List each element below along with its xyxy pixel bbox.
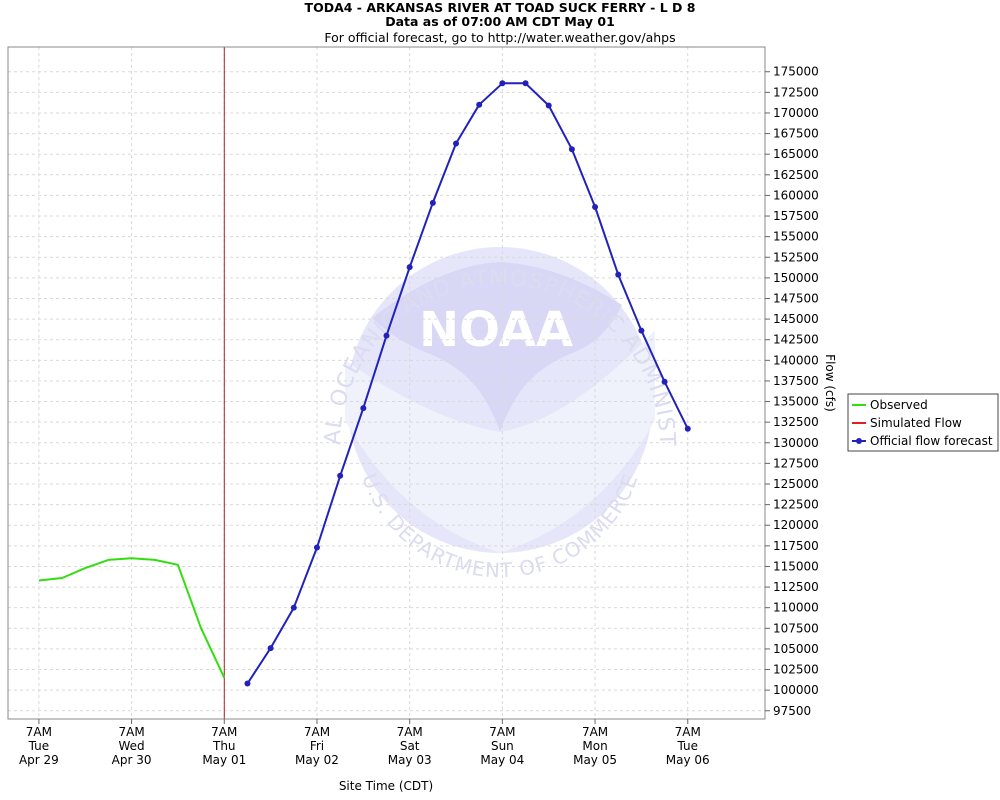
grid-lines (8, 47, 765, 719)
data-point-official-flow-forecast (244, 680, 251, 687)
y-tick-label: 175000 (773, 65, 819, 79)
chart-subtitle-forecast-link: For official forecast, go to http://wate… (324, 30, 675, 45)
series-layer (38, 80, 691, 687)
data-point-official-flow-forecast (638, 327, 645, 334)
data-point-official-flow-forecast (592, 203, 599, 210)
x-tick-label: Fri (310, 739, 324, 753)
x-tick-label: 7AM (118, 725, 144, 739)
data-point-official-flow-forecast (360, 405, 367, 412)
y-tick-label: 110000 (773, 601, 819, 615)
data-point-official-flow-forecast (522, 80, 529, 87)
y-tick-label: 130000 (773, 436, 819, 450)
y-tick-label: 105000 (773, 642, 819, 656)
data-point-official-flow-forecast (615, 271, 622, 278)
data-point-official-flow-forecast (453, 140, 460, 147)
data-point-official-flow-forecast (267, 645, 274, 652)
x-tick-label: 7AM (675, 725, 701, 739)
y-tick-label: 165000 (773, 147, 819, 161)
data-point-official-flow-forecast (290, 604, 297, 611)
y-tick-label: 162500 (773, 168, 819, 182)
data-point-official-flow-forecast (545, 102, 552, 109)
y-tick-label: 115000 (773, 559, 819, 573)
data-point-official-flow-forecast (406, 264, 413, 271)
x-tick-label: 7AM (489, 725, 515, 739)
x-tick-label: May 04 (480, 753, 524, 767)
x-tick-label: May 01 (202, 753, 246, 767)
x-tick-label: 7AM (582, 725, 608, 739)
legend-label-observed: Observed (870, 398, 928, 412)
data-point-official-flow-forecast (476, 101, 483, 108)
x-tick-label: Mon (582, 739, 607, 753)
y-tick-label: 155000 (773, 230, 819, 244)
y-tick-label: 120000 (773, 518, 819, 532)
data-point-official-flow-forecast (383, 332, 390, 339)
chart-title: TODA4 - ARKANSAS RIVER AT TOAD SUCK FERR… (305, 0, 696, 15)
y-tick-label: 125000 (773, 477, 819, 491)
y-tick-label: 100000 (773, 683, 819, 697)
y-tick-label: 147500 (773, 291, 819, 305)
legend-label-official-flow-forecast: Official flow forecast (870, 434, 993, 448)
x-tick-label: May 03 (388, 753, 432, 767)
chart-subtitle-data-as-of: Data as of 07:00 AM CDT May 01 (385, 14, 615, 29)
y-tick-label: 137500 (773, 374, 819, 388)
x-tick-label: 7AM (397, 725, 423, 739)
x-tick-label: 7AM (304, 725, 330, 739)
y-tick-label: 152500 (773, 250, 819, 264)
plot-frame (7, 46, 766, 720)
noaa-logo-wave (345, 330, 655, 553)
x-tick-label: Tue (28, 739, 50, 753)
y-tick-label: 170000 (773, 106, 819, 120)
data-point-official-flow-forecast (661, 378, 668, 385)
data-point-official-flow-forecast (429, 199, 436, 206)
y-tick-label: 122500 (773, 498, 819, 512)
y-tick-label: 167500 (773, 127, 819, 141)
x-tick-label: May 05 (573, 753, 617, 767)
x-tick-label: 7AM (211, 725, 237, 739)
y-tick-label: 150000 (773, 271, 819, 285)
legend: Observed Simulated Flow Official flow fo… (847, 393, 999, 452)
x-tick-label: Wed (119, 739, 145, 753)
y-tick-label: 102500 (773, 663, 819, 677)
y-tick-label: 112500 (773, 580, 819, 594)
y-axis-label: Flow (cfs) (823, 354, 837, 412)
y-tick-label: 117500 (773, 539, 819, 553)
y-axis: 97500 100000 102500 105000 107500 110000 11250… (765, 65, 819, 718)
data-point-official-flow-forecast (568, 146, 575, 153)
y-tick-label: 145000 (773, 312, 819, 326)
noaa-logo-bird (372, 262, 622, 432)
x-tick-label: 7AM (26, 725, 52, 739)
y-tick-label: 142500 (773, 333, 819, 347)
legend-marker-official-flow-forecast (856, 438, 862, 444)
x-tick-label: May 02 (295, 753, 339, 767)
series-line-official-flow-forecast (246, 82, 689, 685)
legend-label-simulated-flow: Simulated Flow (870, 416, 962, 430)
noaa-logo-text: NOAA (419, 302, 573, 358)
data-point-official-flow-forecast (313, 544, 320, 551)
x-axis-label: Site Time (CDT) (339, 779, 433, 793)
x-tick-label: May 06 (666, 753, 710, 767)
x-tick-label: Apr 29 (19, 753, 59, 767)
x-tick-label: Sat (400, 739, 420, 753)
y-tick-label: 157500 (773, 209, 819, 223)
x-tick-label: Thu (212, 739, 236, 753)
legend-box (847, 393, 999, 452)
x-tick-label: Tue (677, 739, 699, 753)
data-point-official-flow-forecast (337, 472, 344, 479)
y-tick-label: 172500 (773, 85, 819, 99)
y-tick-label: 97500 (773, 704, 811, 718)
y-tick-label: 107500 (773, 621, 819, 635)
data-point-official-flow-forecast (499, 80, 506, 87)
y-tick-label: 160000 (773, 188, 819, 202)
y-tick-label: 132500 (773, 415, 819, 429)
data-point-official-flow-forecast (684, 425, 691, 432)
x-tick-label: Sun (491, 739, 514, 753)
y-tick-label: 135000 (773, 395, 819, 409)
series-line-observed (38, 557, 226, 679)
y-tick-label: 127500 (773, 456, 819, 470)
y-tick-label: 140000 (773, 353, 819, 367)
x-tick-label: Apr 30 (112, 753, 152, 767)
